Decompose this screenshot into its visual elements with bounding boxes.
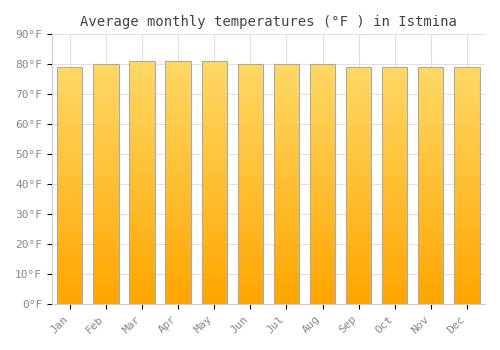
Bar	[166, 61, 190, 304]
Bar	[454, 67, 479, 304]
Bar	[93, 64, 118, 304]
Bar	[57, 67, 82, 304]
Bar	[202, 61, 227, 304]
Bar	[238, 64, 263, 304]
Bar	[382, 67, 407, 304]
Bar	[130, 61, 154, 304]
Bar	[310, 64, 335, 304]
Bar	[346, 67, 372, 304]
Bar	[418, 67, 444, 304]
Bar	[274, 64, 299, 304]
Title: Average monthly temperatures (°F ) in Istmina: Average monthly temperatures (°F ) in Is…	[80, 15, 457, 29]
